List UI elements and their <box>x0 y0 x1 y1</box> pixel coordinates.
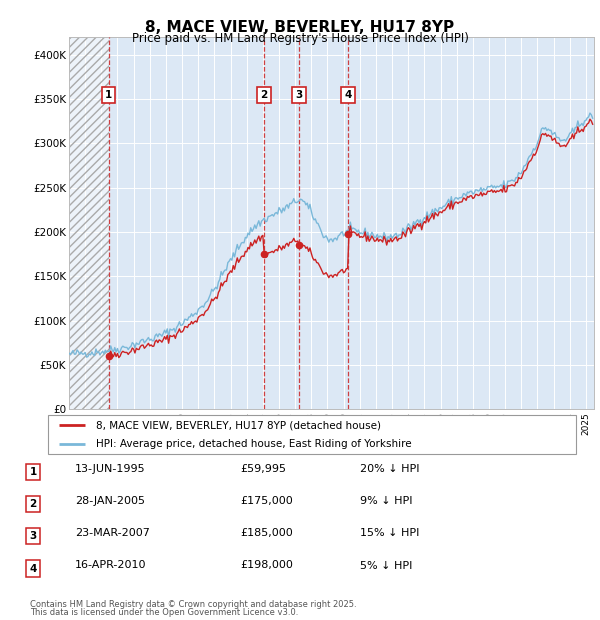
Text: 3: 3 <box>295 90 302 100</box>
Text: 8, MACE VIEW, BEVERLEY, HU17 8YP: 8, MACE VIEW, BEVERLEY, HU17 8YP <box>145 20 455 35</box>
Text: 2: 2 <box>260 90 268 100</box>
FancyBboxPatch shape <box>48 415 576 454</box>
Text: 8, MACE VIEW, BEVERLEY, HU17 8YP (detached house): 8, MACE VIEW, BEVERLEY, HU17 8YP (detach… <box>95 420 380 430</box>
Text: £198,000: £198,000 <box>240 560 293 570</box>
Text: 16-APR-2010: 16-APR-2010 <box>75 560 146 570</box>
Text: 1: 1 <box>105 90 112 100</box>
Text: 5% ↓ HPI: 5% ↓ HPI <box>360 560 412 570</box>
Text: 1: 1 <box>29 467 37 477</box>
Text: 23-MAR-2007: 23-MAR-2007 <box>75 528 150 538</box>
Text: 4: 4 <box>344 90 352 100</box>
Text: Price paid vs. HM Land Registry's House Price Index (HPI): Price paid vs. HM Land Registry's House … <box>131 32 469 45</box>
Text: This data is licensed under the Open Government Licence v3.0.: This data is licensed under the Open Gov… <box>30 608 298 617</box>
Bar <box>69 37 109 409</box>
Text: 15% ↓ HPI: 15% ↓ HPI <box>360 528 419 538</box>
Text: £175,000: £175,000 <box>240 496 293 506</box>
Text: 28-JAN-2005: 28-JAN-2005 <box>75 496 145 506</box>
Text: 20% ↓ HPI: 20% ↓ HPI <box>360 464 419 474</box>
Text: Contains HM Land Registry data © Crown copyright and database right 2025.: Contains HM Land Registry data © Crown c… <box>30 600 356 609</box>
Text: 3: 3 <box>29 531 37 541</box>
Bar <box>69 37 109 409</box>
Text: 13-JUN-1995: 13-JUN-1995 <box>75 464 146 474</box>
Text: £185,000: £185,000 <box>240 528 293 538</box>
Text: 4: 4 <box>29 564 37 574</box>
Text: 2: 2 <box>29 499 37 509</box>
Text: HPI: Average price, detached house, East Riding of Yorkshire: HPI: Average price, detached house, East… <box>95 439 411 450</box>
Text: 9% ↓ HPI: 9% ↓ HPI <box>360 496 413 506</box>
Text: £59,995: £59,995 <box>240 464 286 474</box>
